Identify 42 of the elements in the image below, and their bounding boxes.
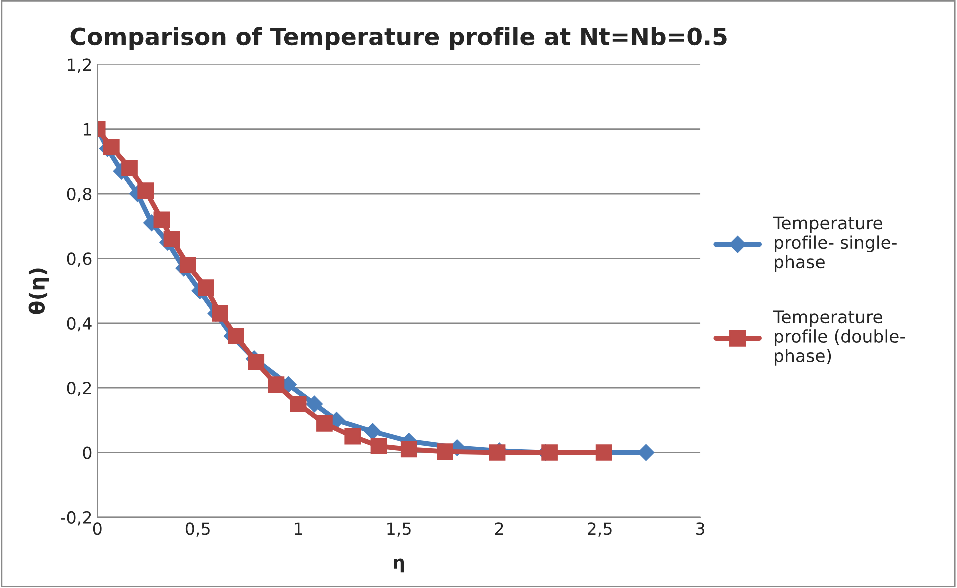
point: [437, 444, 454, 460]
y-tick-label: 0: [83, 446, 92, 460]
y-tick-label: 0,8: [67, 188, 92, 202]
point: [104, 138, 120, 156]
x-tick-label: 3: [696, 522, 704, 536]
point: [228, 328, 244, 344]
y-tick-label: 1: [84, 124, 92, 136]
point: [198, 280, 214, 296]
point: [268, 376, 285, 394]
point: [180, 257, 196, 274]
y-tick-label: 1,2: [68, 58, 92, 73]
y-tick-label: 0,6: [67, 252, 92, 267]
y-tick-label: 0,2: [67, 382, 92, 396]
point: [400, 441, 418, 458]
point: [122, 160, 138, 176]
x-tick-label: 1,5: [388, 522, 411, 537]
x-tick-label: 0,5: [186, 522, 210, 537]
y-tick-label: -0,2: [61, 511, 92, 526]
y-axis-title: θ(η): [28, 268, 50, 314]
point: [306, 396, 324, 413]
point: [248, 354, 265, 370]
point: [138, 182, 154, 199]
point: [542, 444, 558, 461]
x-tick-label: 1: [295, 522, 302, 535]
x-axis-title: η: [394, 558, 404, 573]
point: [164, 231, 180, 248]
x-tick-label: 2,5: [588, 522, 612, 537]
point: [154, 212, 170, 228]
y-tick-label: 0,4: [67, 317, 92, 332]
point: [364, 423, 382, 440]
point: [212, 306, 228, 322]
point: [344, 428, 362, 445]
x-tick-label: 0: [93, 522, 102, 536]
legend-label: Temperature profile- single-phase: [773, 216, 897, 272]
legend-label: Temperature profile (double-phase): [773, 310, 906, 366]
point: [290, 396, 307, 412]
point: [596, 444, 612, 461]
point: [489, 444, 506, 461]
point: [370, 438, 388, 454]
x-tick-label: 2: [495, 522, 504, 535]
chart-title: Comparison of Temperature profile at Nt=Nb=0.5: [70, 27, 727, 50]
point: [316, 415, 333, 432]
